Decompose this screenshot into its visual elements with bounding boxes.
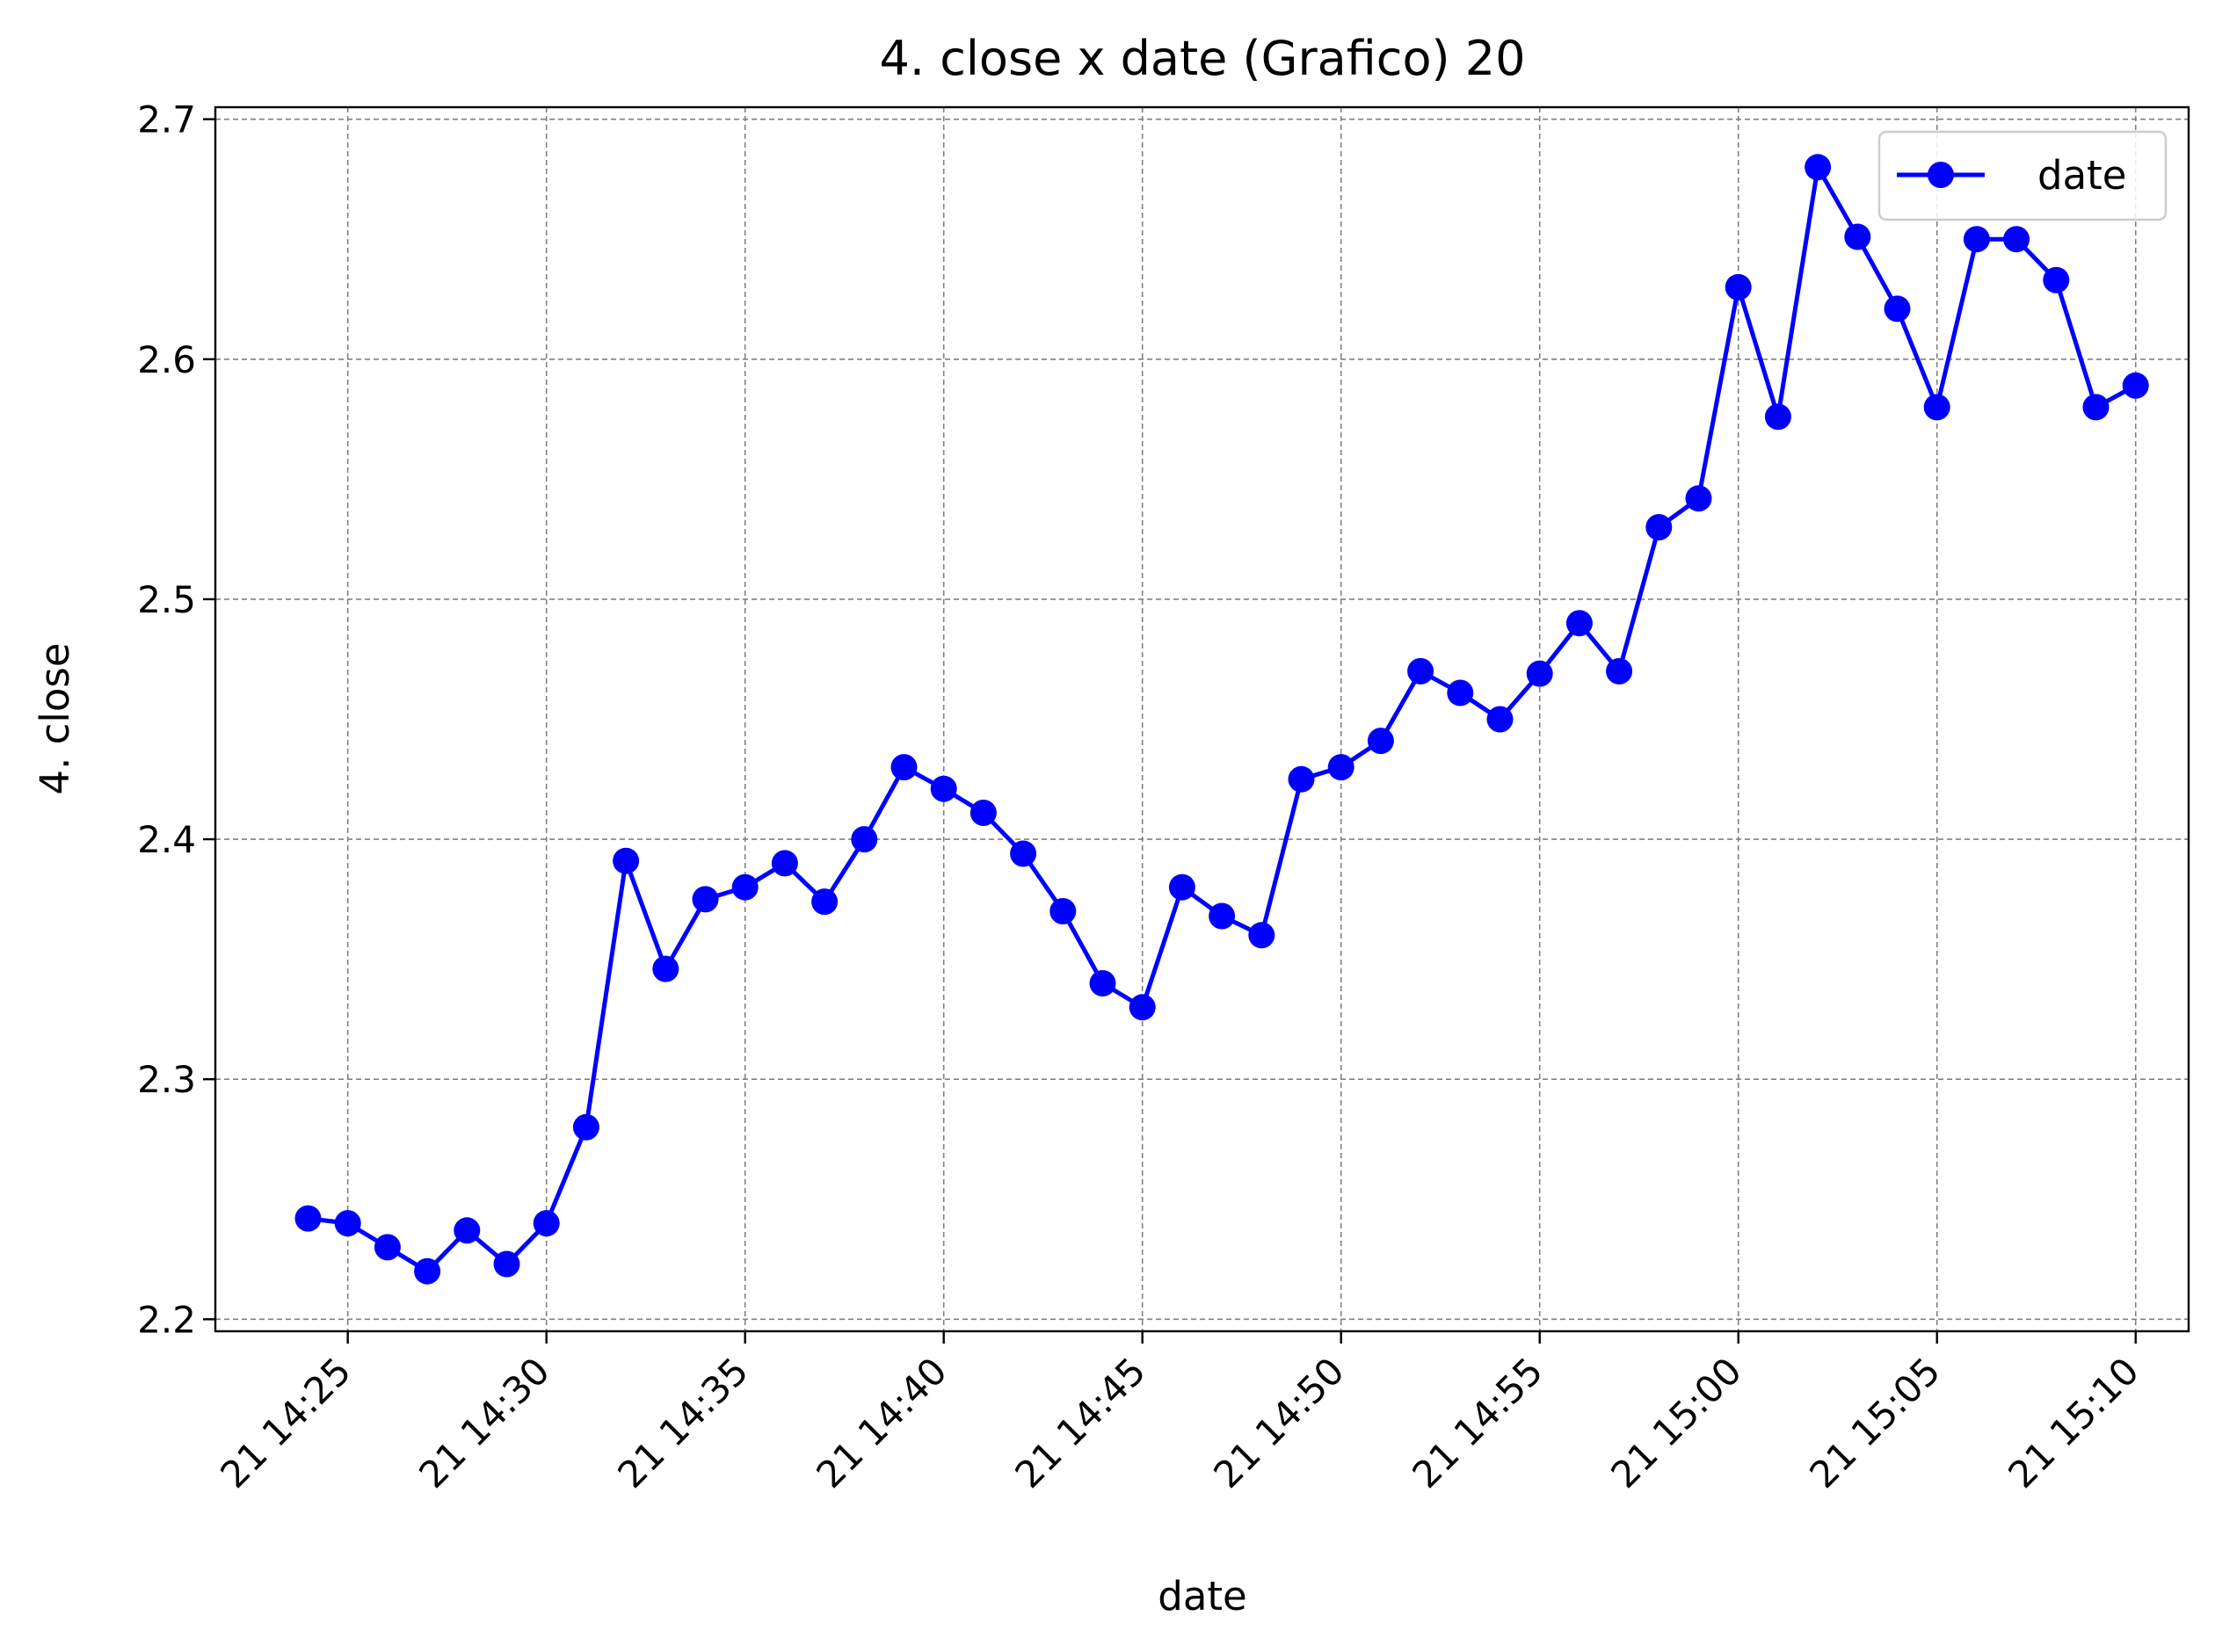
legend-label-date: date (2037, 152, 2126, 199)
data-point (1407, 657, 1434, 685)
data-point (2043, 266, 2070, 293)
data-point (294, 1205, 322, 1232)
data-point (1606, 657, 1633, 685)
data-series (294, 154, 2149, 1285)
data-point (1526, 660, 1553, 687)
y-tick-label: 2.2 (137, 1298, 196, 1341)
data-point (1645, 514, 1673, 540)
grid (215, 107, 2189, 1331)
data-point (2122, 372, 2149, 399)
data-point (771, 850, 798, 877)
data-point (1129, 994, 1156, 1021)
data-point (1209, 902, 1236, 930)
data-point (731, 873, 759, 901)
data-point (692, 886, 719, 913)
data-point (1764, 403, 1791, 431)
data-point (1486, 706, 1514, 733)
data-point (1327, 754, 1354, 781)
data-point (1725, 273, 1752, 301)
data-point (572, 1113, 599, 1141)
data-point (1447, 679, 1474, 706)
data-point (930, 775, 957, 802)
data-point (454, 1217, 481, 1244)
data-point (652, 955, 679, 982)
data-point (970, 800, 997, 826)
data-point (890, 754, 918, 781)
y-tick-label: 2.6 (137, 338, 196, 381)
data-point (374, 1234, 401, 1261)
data-point (493, 1250, 520, 1278)
chart-title: 4. close x date (Grafico) 20 (880, 31, 1526, 86)
legend: date (1877, 130, 2168, 221)
y-tick-label: 2.3 (137, 1058, 196, 1101)
data-point (533, 1210, 560, 1237)
y-axis-label: 4. close (32, 642, 78, 794)
data-point (613, 847, 640, 874)
data-point (1923, 394, 1950, 421)
data-point (2082, 394, 2110, 421)
y-axis: 2.2 2.3 2.4 2.5 2.6 2.7 (137, 98, 215, 1341)
data-point (1248, 922, 1275, 949)
legend-box (1877, 130, 2168, 221)
data-point (1565, 610, 1593, 637)
data-point (1685, 485, 1712, 512)
data-point (334, 1210, 361, 1237)
data-point (1963, 226, 1990, 253)
legend-marker-sample (1928, 162, 1954, 188)
data-point (1844, 223, 1871, 250)
y-tick-label: 2.5 (137, 578, 196, 621)
plot-frame (214, 105, 2190, 1333)
x-axis-label: date (1158, 1573, 1246, 1619)
data-point (1288, 765, 1315, 793)
data-point (1089, 970, 1116, 996)
data-point (1010, 840, 1037, 867)
data-point (1805, 154, 1832, 181)
data-point (414, 1257, 441, 1285)
data-point (2003, 226, 2030, 253)
data-point (1168, 873, 1195, 901)
data-point (811, 888, 839, 916)
data-point (1049, 898, 1077, 924)
data-point (851, 826, 878, 853)
y-tick-label: 2.7 (137, 98, 196, 141)
data-point (1884, 295, 1911, 322)
data-point (1367, 728, 1394, 755)
y-tick-label: 2.4 (137, 818, 196, 861)
